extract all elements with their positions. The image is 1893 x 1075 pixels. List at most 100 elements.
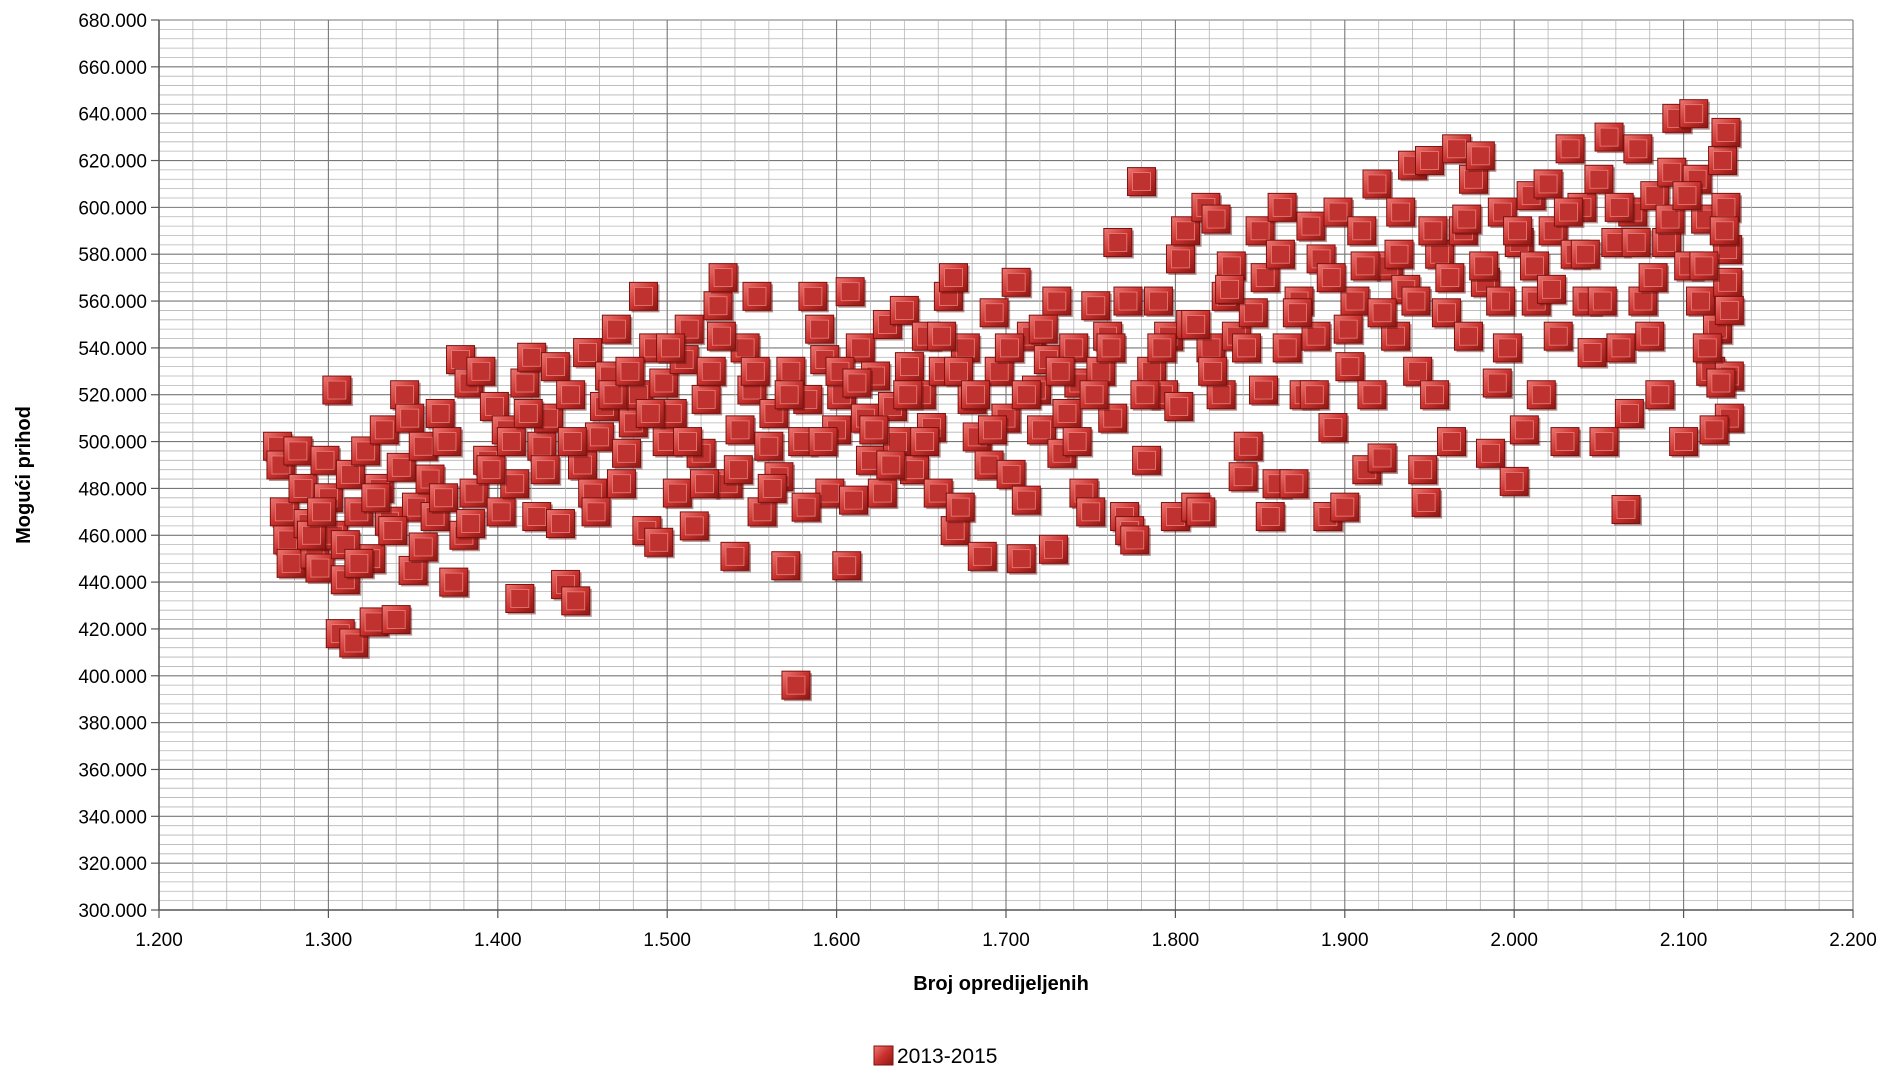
y-tick-label: 420.000 xyxy=(78,620,147,641)
data-point xyxy=(979,298,1011,329)
data-point xyxy=(557,427,589,458)
data-point xyxy=(1587,286,1619,318)
y-tick-label: 440.000 xyxy=(78,573,147,594)
data-point xyxy=(432,427,463,458)
data-point xyxy=(381,605,413,636)
data-point xyxy=(1699,415,1731,446)
x-tick-label: 1.800 xyxy=(1152,930,1200,951)
data-point xyxy=(1357,380,1388,411)
data-point xyxy=(1386,197,1417,229)
y-tick-label: 400.000 xyxy=(78,667,147,688)
data-point xyxy=(1492,333,1524,364)
data-point xyxy=(1006,544,1038,575)
data-point xyxy=(1533,169,1565,200)
x-tick-label: 1.300 xyxy=(305,930,353,951)
data-point xyxy=(1475,438,1507,470)
data-point xyxy=(708,263,740,294)
data-point xyxy=(1165,244,1197,275)
data-point xyxy=(1692,333,1724,364)
data-point xyxy=(598,380,629,411)
data-point xyxy=(1401,286,1432,318)
tick-labels: 300.000 320.000 340.000 360.000 380.000 400.0… xyxy=(78,11,1876,951)
data-point xyxy=(1330,492,1361,524)
x-tick-label: 2.100 xyxy=(1660,930,1708,951)
data-point xyxy=(1201,204,1233,236)
data-point xyxy=(706,321,738,353)
data-point xyxy=(938,263,970,294)
y-tick-label: 680.000 xyxy=(78,11,147,32)
data-point xyxy=(649,368,680,400)
data-point xyxy=(977,415,1009,446)
data-point xyxy=(344,548,375,580)
data-point xyxy=(439,567,470,599)
data-point xyxy=(1584,164,1615,196)
data-point xyxy=(1420,380,1451,411)
data-point xyxy=(1103,228,1134,259)
data-point xyxy=(1689,251,1720,282)
data-point xyxy=(1589,427,1620,458)
data-point xyxy=(1611,495,1643,526)
data-point xyxy=(757,473,789,505)
data-point xyxy=(1628,286,1659,318)
data-point xyxy=(1198,356,1229,388)
data-point xyxy=(944,356,975,388)
data-point xyxy=(1570,239,1602,271)
data-point xyxy=(459,478,491,510)
data-point xyxy=(893,380,924,411)
data-point xyxy=(276,548,308,580)
data-point xyxy=(657,398,689,430)
y-tick-label: 580.000 xyxy=(78,245,147,266)
data-point xyxy=(1526,380,1558,411)
data-point xyxy=(1384,239,1416,271)
data-point xyxy=(1333,314,1365,346)
data-point xyxy=(725,415,757,446)
data-point xyxy=(628,281,660,313)
data-point xyxy=(568,450,599,481)
data-point xyxy=(269,497,301,528)
data-point xyxy=(662,478,694,510)
data-point xyxy=(1318,413,1349,444)
data-point xyxy=(740,356,772,388)
data-point xyxy=(703,291,735,322)
data-point xyxy=(1001,267,1033,299)
data-point xyxy=(1052,398,1083,430)
data-point xyxy=(1509,415,1541,446)
data-point xyxy=(1228,462,1260,493)
data-point xyxy=(876,450,907,481)
data-point xyxy=(1503,216,1534,247)
data-point xyxy=(967,541,999,573)
y-axis-title: Mogući prihod xyxy=(13,406,35,544)
y-tick-label: 460.000 xyxy=(78,526,147,547)
data-point xyxy=(1279,469,1310,500)
data-point xyxy=(1672,181,1703,212)
data-point xyxy=(1245,216,1277,247)
data-point xyxy=(1299,380,1331,411)
data-point xyxy=(1233,431,1265,463)
data-point xyxy=(845,333,877,364)
data-point xyxy=(644,527,675,559)
data-point xyxy=(872,309,904,341)
data-point xyxy=(561,586,592,617)
data-point xyxy=(1164,391,1195,423)
data-point xyxy=(781,670,812,702)
data-point xyxy=(1577,338,1609,369)
data-point xyxy=(1181,309,1212,341)
data-point xyxy=(1621,228,1653,259)
data-point xyxy=(1267,192,1299,224)
y-tick-label: 340.000 xyxy=(78,807,147,828)
data-point xyxy=(691,384,723,416)
data-point xyxy=(1171,216,1202,247)
data-point xyxy=(581,497,613,528)
data-point xyxy=(742,281,773,313)
data-point xyxy=(1623,134,1654,165)
data-point xyxy=(1486,286,1517,318)
y-tick-label: 640.000 xyxy=(78,105,147,126)
data-point xyxy=(584,422,616,453)
data-point xyxy=(674,314,706,346)
x-tick-label: 2.000 xyxy=(1490,930,1538,951)
y-tick-label: 320.000 xyxy=(78,854,147,875)
data-point xyxy=(1186,497,1217,528)
data-point xyxy=(1604,192,1636,224)
data-point xyxy=(1606,333,1637,364)
